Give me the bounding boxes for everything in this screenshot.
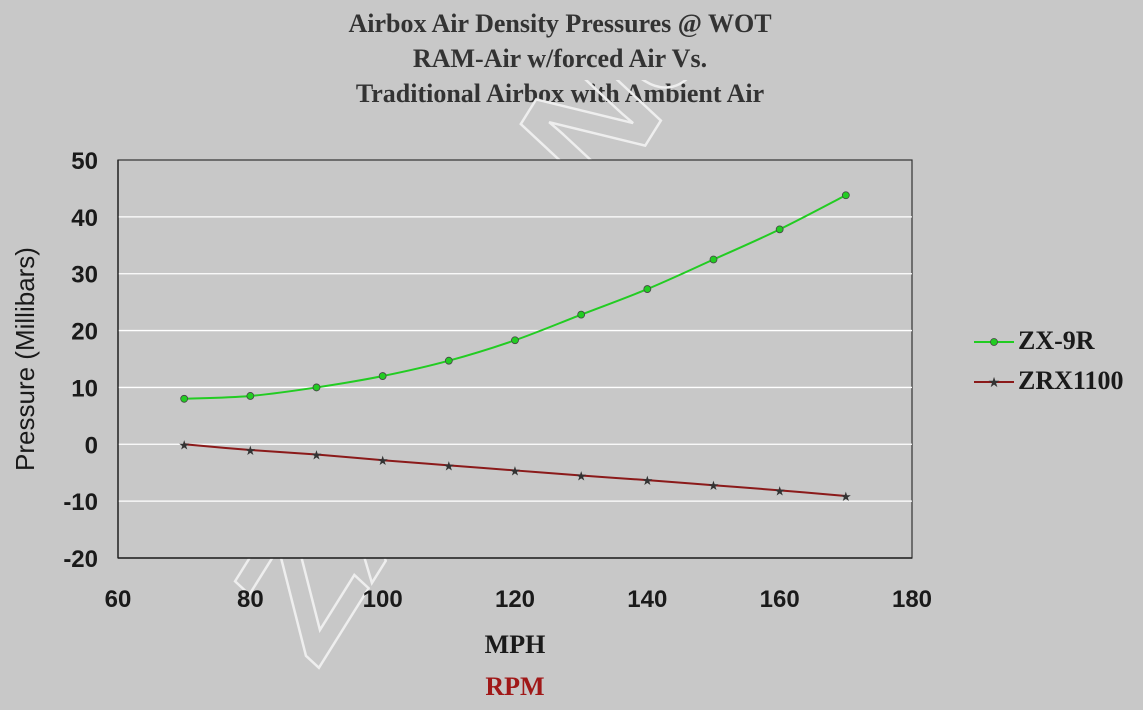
x-tick-label: 80 — [237, 586, 264, 613]
data-point-zrx1100: ★ — [642, 474, 654, 489]
y-tick-label: 0 — [85, 432, 98, 459]
y-tick-label: -20 — [63, 546, 98, 573]
legend-label-zrx1100: ZRX1100 — [1018, 366, 1124, 395]
x-tick-label: 60 — [105, 586, 132, 613]
x-tick-label: 160 — [760, 586, 800, 613]
legend-item-zrx1100: ★ ZRX1100 — [970, 366, 1140, 406]
y-tick-label: 40 — [71, 205, 98, 232]
y-axis-label: Pressure (Millibars) — [10, 247, 40, 471]
legend: ZX-9R ★ ZRX1100 — [970, 326, 1140, 406]
data-point-zrx1100: ★ — [377, 454, 389, 469]
mph-label: MPH — [484, 630, 546, 659]
x-tick-label: 140 — [627, 586, 667, 613]
chart-title: Airbox Air Density Pressures @ WOT RAM-A… — [0, 6, 1120, 111]
title-line-1: Airbox Air Density Pressures @ WOT — [348, 9, 772, 38]
y-tick-label: -10 — [63, 489, 98, 516]
rpm-label: RPM — [485, 672, 545, 701]
data-point-zx9r — [775, 225, 784, 234]
data-point-zx9r — [577, 310, 586, 319]
data-point-zrx1100: ★ — [840, 490, 852, 505]
data-point-zrx1100: ★ — [774, 484, 786, 499]
data-point-zrx1100: ★ — [575, 470, 587, 485]
title-line-3: Traditional Airbox with Ambient Air — [355, 79, 765, 108]
data-point-zx9r — [180, 394, 189, 403]
data-point-zrx1100: ★ — [509, 464, 521, 479]
data-point-zx9r — [246, 392, 255, 400]
x-tick-label: 100 — [363, 586, 403, 613]
legend-swatch-zrx1100: ★ — [974, 375, 1014, 391]
title-line-2: RAM-Air w/forced Air Vs. — [412, 44, 708, 73]
y-tick-label: 10 — [71, 375, 98, 402]
plot-area — [117, 159, 913, 559]
data-point-zrx1100: ★ — [178, 438, 190, 453]
data-point-zrx1100: ★ — [708, 479, 720, 494]
data-point-zx9r — [444, 356, 453, 365]
y-tick-label: 50 — [71, 148, 98, 175]
legend-swatch-zx9r — [974, 338, 1014, 346]
data-point-zx9r — [709, 255, 718, 264]
legend-label-zx9r: ZX-9R — [1018, 326, 1095, 355]
data-point-zx9r — [841, 191, 850, 200]
data-point-zx9r — [511, 336, 519, 345]
data-point-zx9r — [312, 383, 321, 392]
data-point-zx9r — [643, 285, 652, 293]
x-tick-label: 120 — [495, 586, 535, 613]
data-point-zrx1100: ★ — [443, 459, 455, 474]
series-line-zrx1100 — [184, 443, 846, 498]
data-point-zrx1100: ★ — [245, 444, 257, 459]
y-tick-label: 30 — [71, 262, 98, 289]
data-point-zrx1100: ★ — [311, 449, 323, 464]
data-point-zx9r — [378, 372, 387, 380]
y-tick-label: 20 — [71, 319, 98, 346]
legend-item-zx9r: ZX-9R — [970, 326, 1140, 366]
svg-text:★: ★ — [988, 375, 1001, 391]
x-tick-label: 180 — [892, 586, 932, 613]
